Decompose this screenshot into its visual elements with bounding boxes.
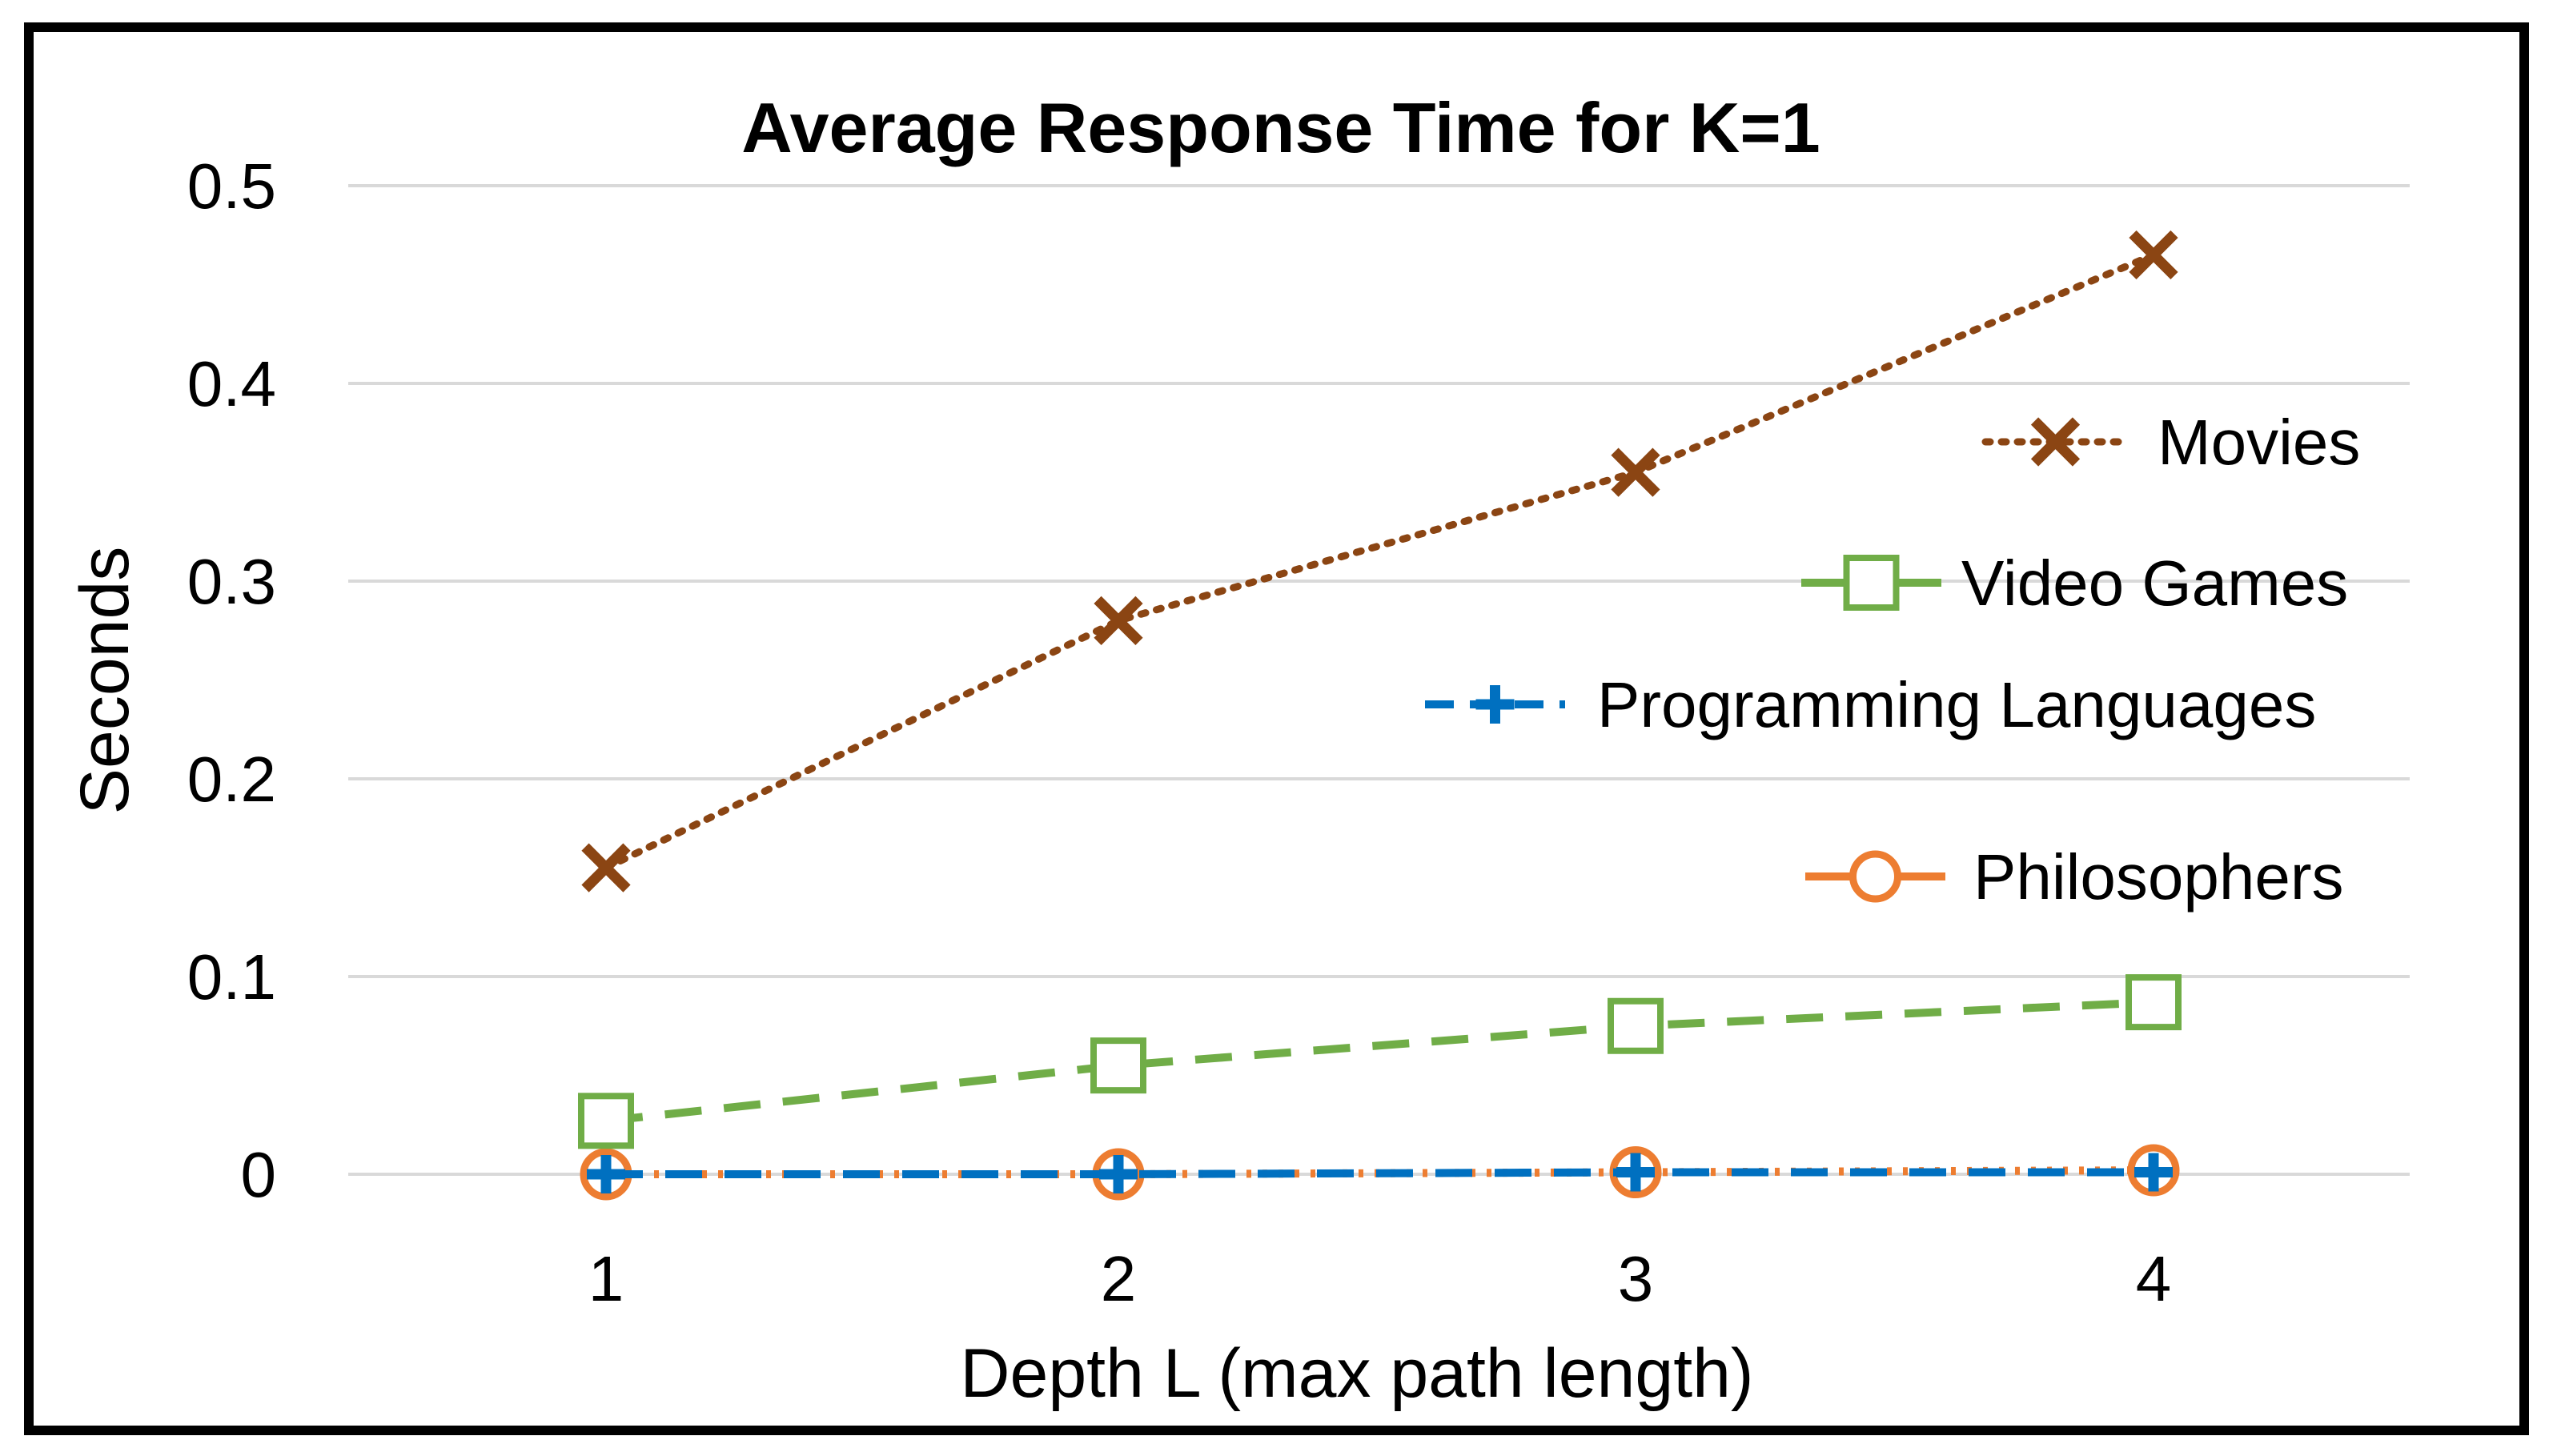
- data-point-x-marker: [581, 843, 631, 892]
- data-point-square-marker: [2125, 974, 2182, 1031]
- data-point-plus-marker: [1099, 1155, 1138, 1193]
- legend-label: Video Games: [1961, 548, 2348, 619]
- data-point-square-marker: [1608, 997, 1664, 1054]
- legend-label: Movies: [2158, 407, 2360, 478]
- x-tick-label: 3: [1618, 1243, 1654, 1314]
- y-tick-label: 0.2: [187, 744, 276, 815]
- y-tick-label: 0.1: [187, 941, 276, 1013]
- legend-item-programming-languages: Programming Languages: [1425, 669, 2316, 740]
- legend-item-video-games: Video Games: [1801, 548, 2348, 619]
- series-video-games: [578, 974, 2182, 1149]
- data-point-plus-marker: [1616, 1153, 1655, 1192]
- series-lines: [578, 230, 2182, 1201]
- data-point-circle-marker: [1849, 850, 1901, 903]
- chart-frame: [24, 22, 2529, 1435]
- legend: Movies Video Games Programming Languages Ph…: [1425, 407, 2360, 913]
- x-tick-label: 4: [2136, 1243, 2172, 1314]
- series-line: [606, 1168, 2154, 1178]
- y-tick-label: 0.4: [187, 348, 276, 419]
- data-point-square-marker: [1090, 1037, 1146, 1094]
- series-programming-languages: [587, 1153, 2173, 1193]
- y-tick-label: 0.3: [187, 546, 276, 617]
- data-point-square-marker: [1843, 555, 1900, 611]
- chart-title: Average Response Time for K=1: [741, 88, 1820, 167]
- series-line: [602, 251, 2158, 872]
- x-tick-labels: 1 2 3 4: [588, 1243, 2172, 1314]
- data-point-x-marker: [1611, 447, 1660, 497]
- data-point-x-marker: [2129, 230, 2178, 280]
- series-line: [605, 998, 2154, 1125]
- legend-item-philosophers: Philosophers: [1805, 841, 2344, 913]
- x-tick-label: 2: [1101, 1243, 1137, 1314]
- y-tick-label: 0.5: [187, 150, 276, 222]
- x-axis-label: Depth L (max path length): [960, 1335, 1753, 1412]
- data-point-x-marker: [1094, 596, 1143, 645]
- y-tick-labels: 0 0.1 0.2 0.3 0.4 0.5: [187, 150, 276, 1210]
- data-point-square-marker: [578, 1093, 634, 1149]
- y-axis-label: Seconds: [66, 547, 143, 815]
- data-point-plus-marker: [2134, 1153, 2173, 1192]
- series-movies: [581, 230, 2178, 892]
- x-tick-label: 1: [588, 1243, 624, 1314]
- legend-label: Philosophers: [1973, 841, 2344, 913]
- legend-item-movies: Movies: [1981, 407, 2360, 478]
- data-point-plus-marker: [587, 1155, 625, 1193]
- legend-label: Programming Languages: [1597, 669, 2316, 740]
- y-tick-label: 0: [241, 1139, 277, 1210]
- data-point-x-marker: [2030, 417, 2081, 467]
- data-point-plus-marker: [1475, 685, 1515, 724]
